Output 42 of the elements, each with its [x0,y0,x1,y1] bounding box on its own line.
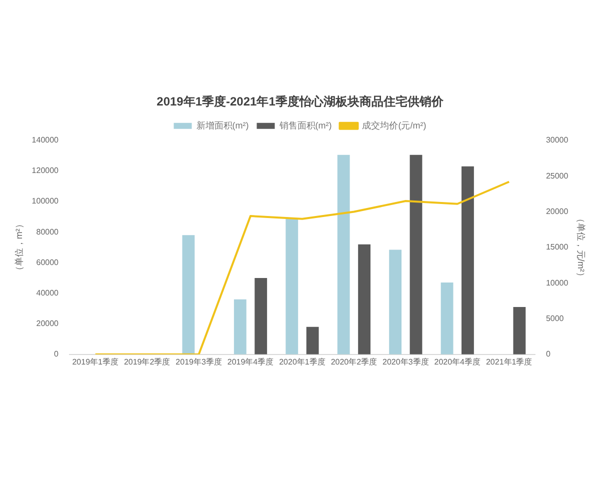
y-tick-label: 60000 [36,258,60,267]
legend-label: 成交均价(元/m²) [362,120,426,130]
x-tick-label: 2021年1季度 [486,357,532,366]
y2-axis-title: （单位，元/m²） [576,214,586,281]
bar [254,278,268,354]
bar [389,250,402,354]
bar [234,299,246,354]
y2-tick-label: 5000 [546,314,564,323]
y2-tick-label: 0 [546,350,551,359]
bar [306,326,319,354]
x-tick-label: 2019年3季度 [176,357,222,366]
x-tick-label: 2019年4季度 [227,357,274,366]
y-tick-label: 0 [54,350,60,359]
y2-tick-label: 20000 [546,206,569,216]
bar [182,235,195,354]
x-tick-label: 2020年3季度 [382,357,429,366]
y2-tick-label: 25000 [546,171,569,180]
y-tick-label: 120000 [32,166,60,176]
legend-label: 新增面积(m²) [196,120,249,130]
bar [462,166,474,354]
x-tick-label: 2019年1季度 [72,357,118,366]
y2-tick-label: 10000 [546,278,569,288]
legend-label: 销售面积(m²) [278,120,332,130]
chart-title: 2019年1季度-2021年1季度怡心湖板块商品住宅供销价 [156,94,444,109]
x-tick-label: 2020年4季度 [434,357,480,366]
y2-tick-label: 30000 [546,136,569,145]
bar [286,218,298,354]
x-tick-label: 2020年2季度 [330,357,378,366]
y2-tick-label: 15000 [546,242,569,252]
bar [410,154,422,354]
y-tick-label: 100000 [32,196,60,206]
bar [513,307,526,354]
bar [358,244,370,354]
bar [337,154,350,354]
y-tick-label: 80000 [36,227,60,236]
y-axis-title: （单位，m²） [14,220,24,276]
x-tick-label: 2019年2季度 [124,357,170,366]
y-tick-label: 140000 [32,136,60,145]
x-tick-label: 2020年1季度 [279,357,326,366]
y-tick-label: 40000 [36,288,60,298]
bar [440,282,454,354]
y-tick-label: 20000 [36,319,60,328]
